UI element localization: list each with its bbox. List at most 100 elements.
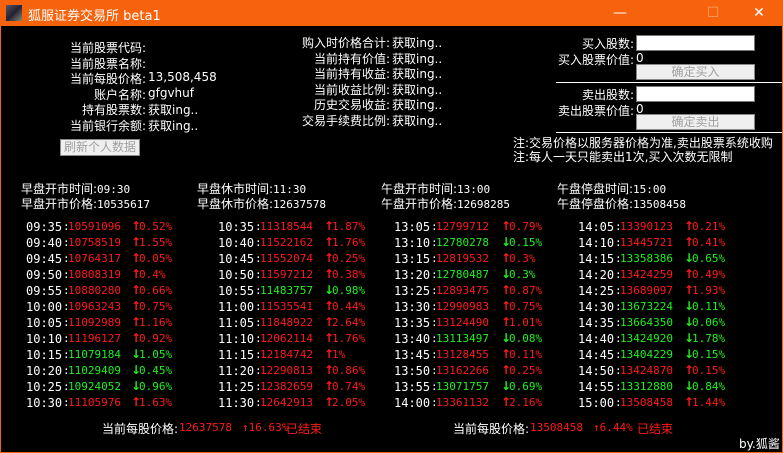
tick-change: 0.96% [139,380,173,393]
arrow-up-icon: ↑ [324,379,335,393]
tick-price: 13361132 [436,396,489,409]
arrow-up-icon: ↑ [131,267,142,281]
holding-label: 当前收益比例: [313,82,390,97]
session-time-label: 午盘停盘时间: [557,182,634,196]
session-time-value: 15:00 [633,183,667,196]
close-button[interactable]: ✕ [753,5,765,21]
tick-colon: : [431,380,438,393]
arrow-up-icon: ↑ [684,363,695,377]
tick-price: 11535541 [260,300,313,313]
tick-colon: : [63,220,70,233]
tick-change: 1.63% [139,396,173,409]
arrow-up-icon: ↑ [131,251,142,265]
tick-time: 14:05 [578,220,615,234]
confirm-buy-button[interactable]: 确定买入 [636,64,755,80]
tick-change: 0.92% [139,332,173,345]
tick-time: 13:45 [394,348,431,362]
session-price-label: 早盘开市价格: [21,197,98,211]
arrow-down-icon: ↓ [501,267,512,281]
tick-colon: : [615,236,622,249]
minimize-button[interactable]: — [613,5,627,21]
tick-colon: : [431,300,438,313]
tick-price: 11522162 [260,236,313,249]
tick-change: 0.11% [692,300,726,313]
tick-colon: : [615,348,622,361]
tick-colon: : [431,268,438,281]
tick-price: 12799712 [436,220,489,233]
info-value: gfgvhuf [148,85,194,100]
maximize-button[interactable]: ☐ [706,5,720,21]
tick-colon: : [615,252,622,265]
confirm-sell-button[interactable]: 确定卖出 [636,114,755,130]
tick-time: 14:30 [578,300,615,314]
tick-price: 10963243 [68,300,121,313]
tick-price: 12780487 [436,268,489,281]
tick-price: 12642913 [260,396,313,409]
arrow-up-icon: ↑ [324,299,335,313]
summary-change: ↑16.63% [242,421,289,434]
tick-colon: : [63,268,70,281]
tick-colon: : [431,332,438,345]
tick-price: 13689097 [620,284,673,297]
tick-price: 12062114 [260,332,313,345]
window-title: 狐服证券交易所 beta1 [28,9,161,24]
arrow-down-icon: ↓ [324,283,335,297]
summary-status: 已结束 [637,422,674,436]
tick-colon: : [255,316,262,329]
tick-time: 13:10 [394,236,431,250]
tick-change: 1.05% [139,348,173,361]
arrow-down-icon: ↓ [131,379,142,393]
tick-time: 13:40 [394,332,431,346]
tick-time: 11:30 [218,396,255,410]
arrow-down-icon: ↓ [684,315,695,329]
arrow-up-icon: ↑ [501,315,512,329]
tick-change: 1.16% [139,316,173,329]
arrow-down-icon: ↓ [501,235,512,249]
holding-label: 购入时价格合计: [301,36,390,50]
refresh-data-button[interactable]: 刷新个人数据 [60,139,140,156]
tick-price: 11597212 [260,268,313,281]
tick-change: 1.76% [332,332,366,345]
arrow-up-icon: ↑ [324,251,335,265]
tick-change: 0.4% [139,268,166,281]
arrow-down-icon: ↓ [684,251,695,265]
tick-change: 0.79% [509,220,543,233]
tick-time: 10:55 [218,284,255,298]
tick-time: 13:15 [394,252,431,266]
buy-qty-input[interactable] [636,35,755,51]
arrow-up-icon: ↑ [684,283,695,297]
sell-qty-input[interactable] [636,86,755,102]
arrow-up-icon: ↑ [684,219,695,233]
session-time: 早盘休市时间:11:30 [197,180,306,197]
tick-change: 0.15% [692,364,726,377]
tick-colon: : [255,252,262,265]
tick-price: 13404229 [620,348,673,361]
holding-value: 获取ing.. [392,82,443,97]
tick-time: 14:55 [578,380,615,394]
tick-price: 11483757 [260,284,313,297]
tick-change: 1.78% [692,332,726,345]
tick-colon: : [431,316,438,329]
tick-time: 10:35 [218,220,255,234]
tick-change: 1.44% [692,396,726,409]
tick-colon: : [615,268,622,281]
tick-price: 12819532 [436,252,489,265]
holding-value: 获取ing.. [392,36,443,50]
tick-colon: : [63,364,70,377]
arrow-down-icon: ↓ [501,379,512,393]
arrow-up-icon: ↑ [684,395,695,409]
tick-price: 13445721 [620,236,673,249]
info-label: 账户名称: [93,87,146,102]
tick-colon: : [255,284,262,297]
info-value: 13,508,458 [148,70,217,84]
tick-colon: : [63,332,70,345]
tick-time: 09:40 [26,236,63,250]
tick-time: 10:40 [218,236,255,250]
tick-time: 10:10 [26,332,63,346]
tick-change: 0.06% [692,316,726,329]
tick-change: 0.75% [509,300,543,313]
holding-value: 获取ing.. [392,113,443,128]
arrow-down-icon: ↓ [131,347,142,361]
tick-time: 14:25 [578,284,615,298]
sell-value-label: 卖出股票价值: [557,104,634,118]
